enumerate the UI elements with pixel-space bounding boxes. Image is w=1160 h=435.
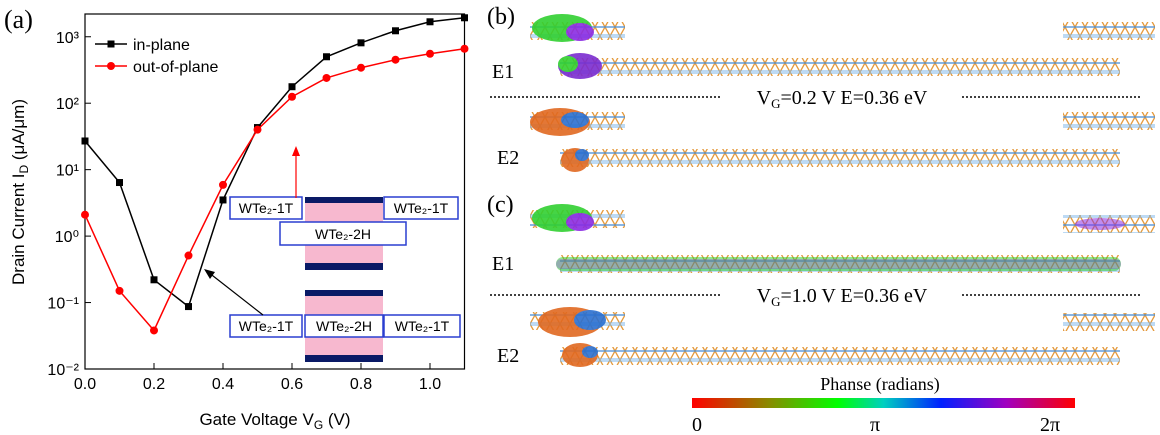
marker	[427, 18, 434, 25]
marker	[323, 74, 331, 82]
marker	[323, 53, 330, 60]
x-axis-title: Gate Voltage VG (V)	[199, 410, 350, 432]
y-label: (μA/μm)	[9, 99, 28, 165]
wavefunction-panels: (b) E1 E2 VG=0.2 V E=0.36 eV (c) E1 E2 V…	[487, 4, 1155, 435]
inset-label: WTe₂-1T	[395, 318, 450, 334]
legend-label: in-plane	[133, 37, 190, 54]
series-line	[85, 49, 465, 331]
marker	[358, 39, 365, 46]
marker	[392, 27, 399, 34]
panel-label: (a)	[4, 5, 33, 34]
condition: VG=1.0 V E=0.36 eV	[757, 285, 928, 309]
condition: VG=0.2 V E=0.36 eV	[757, 87, 928, 111]
state-label: E1	[492, 253, 514, 275]
inset-label: WTe₂-1T	[394, 200, 449, 216]
marker	[220, 196, 227, 203]
x-label-sub: G	[314, 418, 323, 432]
y-tick-label: 10⁻²	[47, 362, 79, 379]
colorbar-tick: 0	[692, 414, 702, 435]
marker	[150, 326, 158, 334]
legend-marker	[108, 41, 115, 48]
y-tick-label: 10⁻¹	[47, 296, 79, 313]
panel-label: (c)	[487, 192, 514, 218]
colorbar	[692, 398, 1075, 408]
inset: WTe₂-1T WTe₂-1T WTe₂-2H WTe₂-1T WTe₂-2H …	[204, 146, 460, 362]
inset-label: WTe₂-2H	[315, 226, 371, 242]
x-tick-label: 1.0	[419, 376, 441, 393]
y-label: Drain Current I	[9, 174, 28, 285]
y-tick-label: 10¹	[56, 163, 79, 180]
y-label-sub: D	[17, 165, 31, 174]
figure: (a) 0.00.20.40.60.81.010⁻²10⁻¹10⁰10¹10²1…	[0, 0, 1160, 435]
x-tick-label: 0.4	[212, 376, 234, 393]
marker	[288, 93, 296, 101]
x-tick-label: 0.6	[281, 376, 303, 393]
legend-label: out-of-plane	[133, 59, 218, 76]
colorbar-title: Phanse (radians)	[820, 374, 939, 395]
marker	[185, 303, 192, 310]
y-tick-label: 10²	[56, 96, 80, 113]
inset-label: WTe₂-2H	[316, 318, 372, 334]
condition-text: =0.2 V E=0.36 eV	[781, 87, 928, 109]
marker	[81, 211, 89, 219]
inset-label: WTe₂-1T	[239, 318, 294, 334]
x-label: Gate Voltage V	[199, 410, 314, 429]
condition-text: =1.0 V E=0.36 eV	[781, 285, 928, 307]
colorbar-tick: π	[870, 414, 880, 435]
condition-sub: G	[771, 96, 780, 111]
marker	[185, 252, 193, 260]
panel-label: (b)	[487, 4, 515, 30]
x-tick-label: 0.2	[143, 376, 165, 393]
inset-label: WTe₂-1T	[239, 200, 294, 216]
marker	[392, 56, 400, 64]
condition-text: V	[757, 87, 772, 109]
marker	[461, 14, 468, 21]
marker	[151, 276, 158, 283]
marker	[116, 287, 124, 295]
marker	[82, 137, 89, 144]
state-label: E2	[497, 147, 519, 169]
y-tick-label: 10⁰	[55, 229, 79, 246]
y-axis-title: Drain Current ID (μA/μm)	[9, 99, 31, 285]
marker	[289, 83, 296, 90]
x-label: (V)	[323, 410, 350, 429]
state-label: E2	[497, 345, 519, 367]
marker	[426, 50, 434, 58]
state-label: E1	[492, 61, 514, 83]
colorbar-tick: 2π	[1040, 414, 1060, 435]
y-tick-label: 10³	[56, 30, 80, 47]
x-tick-label: 0.8	[350, 376, 372, 393]
marker	[219, 181, 227, 189]
condition-text: V	[757, 285, 772, 307]
marker	[116, 179, 123, 186]
marker	[254, 126, 262, 134]
legend-marker	[107, 62, 115, 70]
marker	[357, 64, 365, 72]
marker	[461, 45, 469, 53]
condition-sub: G	[771, 294, 780, 309]
chains	[530, 22, 1155, 365]
